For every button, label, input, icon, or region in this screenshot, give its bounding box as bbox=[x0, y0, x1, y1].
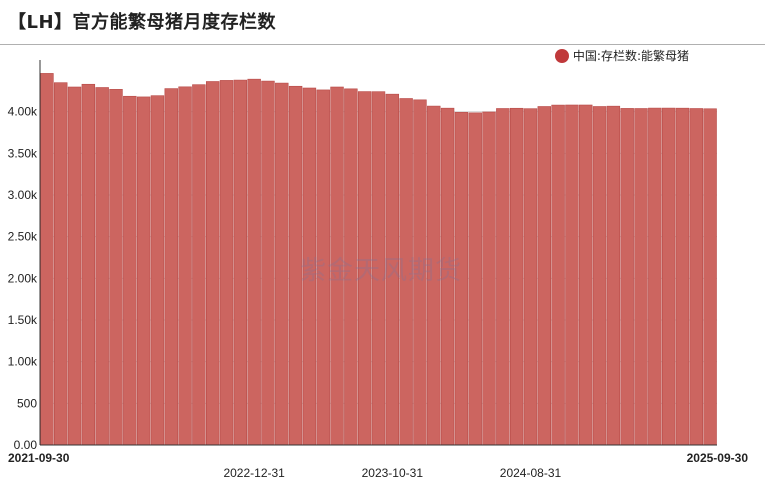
title-divider bbox=[0, 44, 765, 45]
bar bbox=[579, 104, 593, 446]
x-tick-label: 2023-10-31 bbox=[362, 466, 424, 480]
bar bbox=[551, 104, 565, 446]
y-tick-label: 2.00k bbox=[8, 271, 38, 285]
bar bbox=[95, 87, 109, 446]
bar bbox=[648, 107, 662, 446]
bar bbox=[565, 104, 579, 446]
x-tick-label: 2022-12-31 bbox=[223, 466, 285, 480]
bar bbox=[661, 107, 676, 446]
bar bbox=[123, 95, 137, 446]
y-tick-label: 0.00 bbox=[14, 438, 38, 452]
legend[interactable]: 中国:存栏数:能繁母猪 bbox=[554, 47, 689, 64]
bar bbox=[247, 78, 261, 446]
y-tick-label: 3.50k bbox=[8, 146, 38, 160]
bar bbox=[233, 79, 248, 446]
bar bbox=[81, 83, 96, 446]
bar bbox=[54, 82, 68, 446]
x-tick-label: 2021-09-30 bbox=[8, 451, 70, 465]
bar bbox=[606, 105, 621, 446]
bar bbox=[468, 112, 482, 446]
bar bbox=[261, 80, 275, 446]
y-tick-label: 1.50k bbox=[8, 313, 38, 327]
y-tick-label: 3.00k bbox=[8, 188, 38, 202]
legend-label: 中国:存栏数:能繁母猪 bbox=[572, 49, 689, 63]
bar bbox=[592, 106, 607, 446]
legend-marker-icon bbox=[554, 48, 569, 63]
bar bbox=[509, 107, 524, 446]
bar bbox=[275, 82, 289, 446]
watermark: 紫金天风期货 bbox=[300, 256, 463, 286]
bar bbox=[205, 81, 220, 446]
bar bbox=[689, 108, 703, 446]
chart-title: 【LH】官方能繁母猪月度存栏数 bbox=[8, 12, 277, 33]
y-tick-label: 1.00k bbox=[8, 355, 38, 369]
y-tick-label: 2.50k bbox=[8, 230, 38, 244]
bar bbox=[703, 108, 717, 446]
bar bbox=[150, 95, 165, 446]
x-tick-label: 2024-08-31 bbox=[500, 466, 562, 480]
x-tick-label: 2025-09-30 bbox=[687, 451, 749, 465]
bar bbox=[496, 108, 510, 446]
bar bbox=[537, 106, 552, 446]
y-tick-label: 500 bbox=[17, 396, 37, 410]
bar bbox=[620, 108, 634, 446]
bar bbox=[482, 111, 496, 446]
bar bbox=[67, 86, 82, 446]
bar bbox=[634, 108, 648, 446]
bar bbox=[40, 73, 54, 446]
bar bbox=[178, 86, 192, 446]
bar bbox=[675, 107, 690, 446]
bar bbox=[219, 80, 234, 446]
bar bbox=[192, 84, 206, 446]
bar bbox=[523, 108, 538, 446]
bar bbox=[109, 89, 123, 446]
bar bbox=[164, 88, 178, 446]
y-tick-label: 4.00k bbox=[8, 105, 38, 119]
bar bbox=[136, 96, 151, 446]
